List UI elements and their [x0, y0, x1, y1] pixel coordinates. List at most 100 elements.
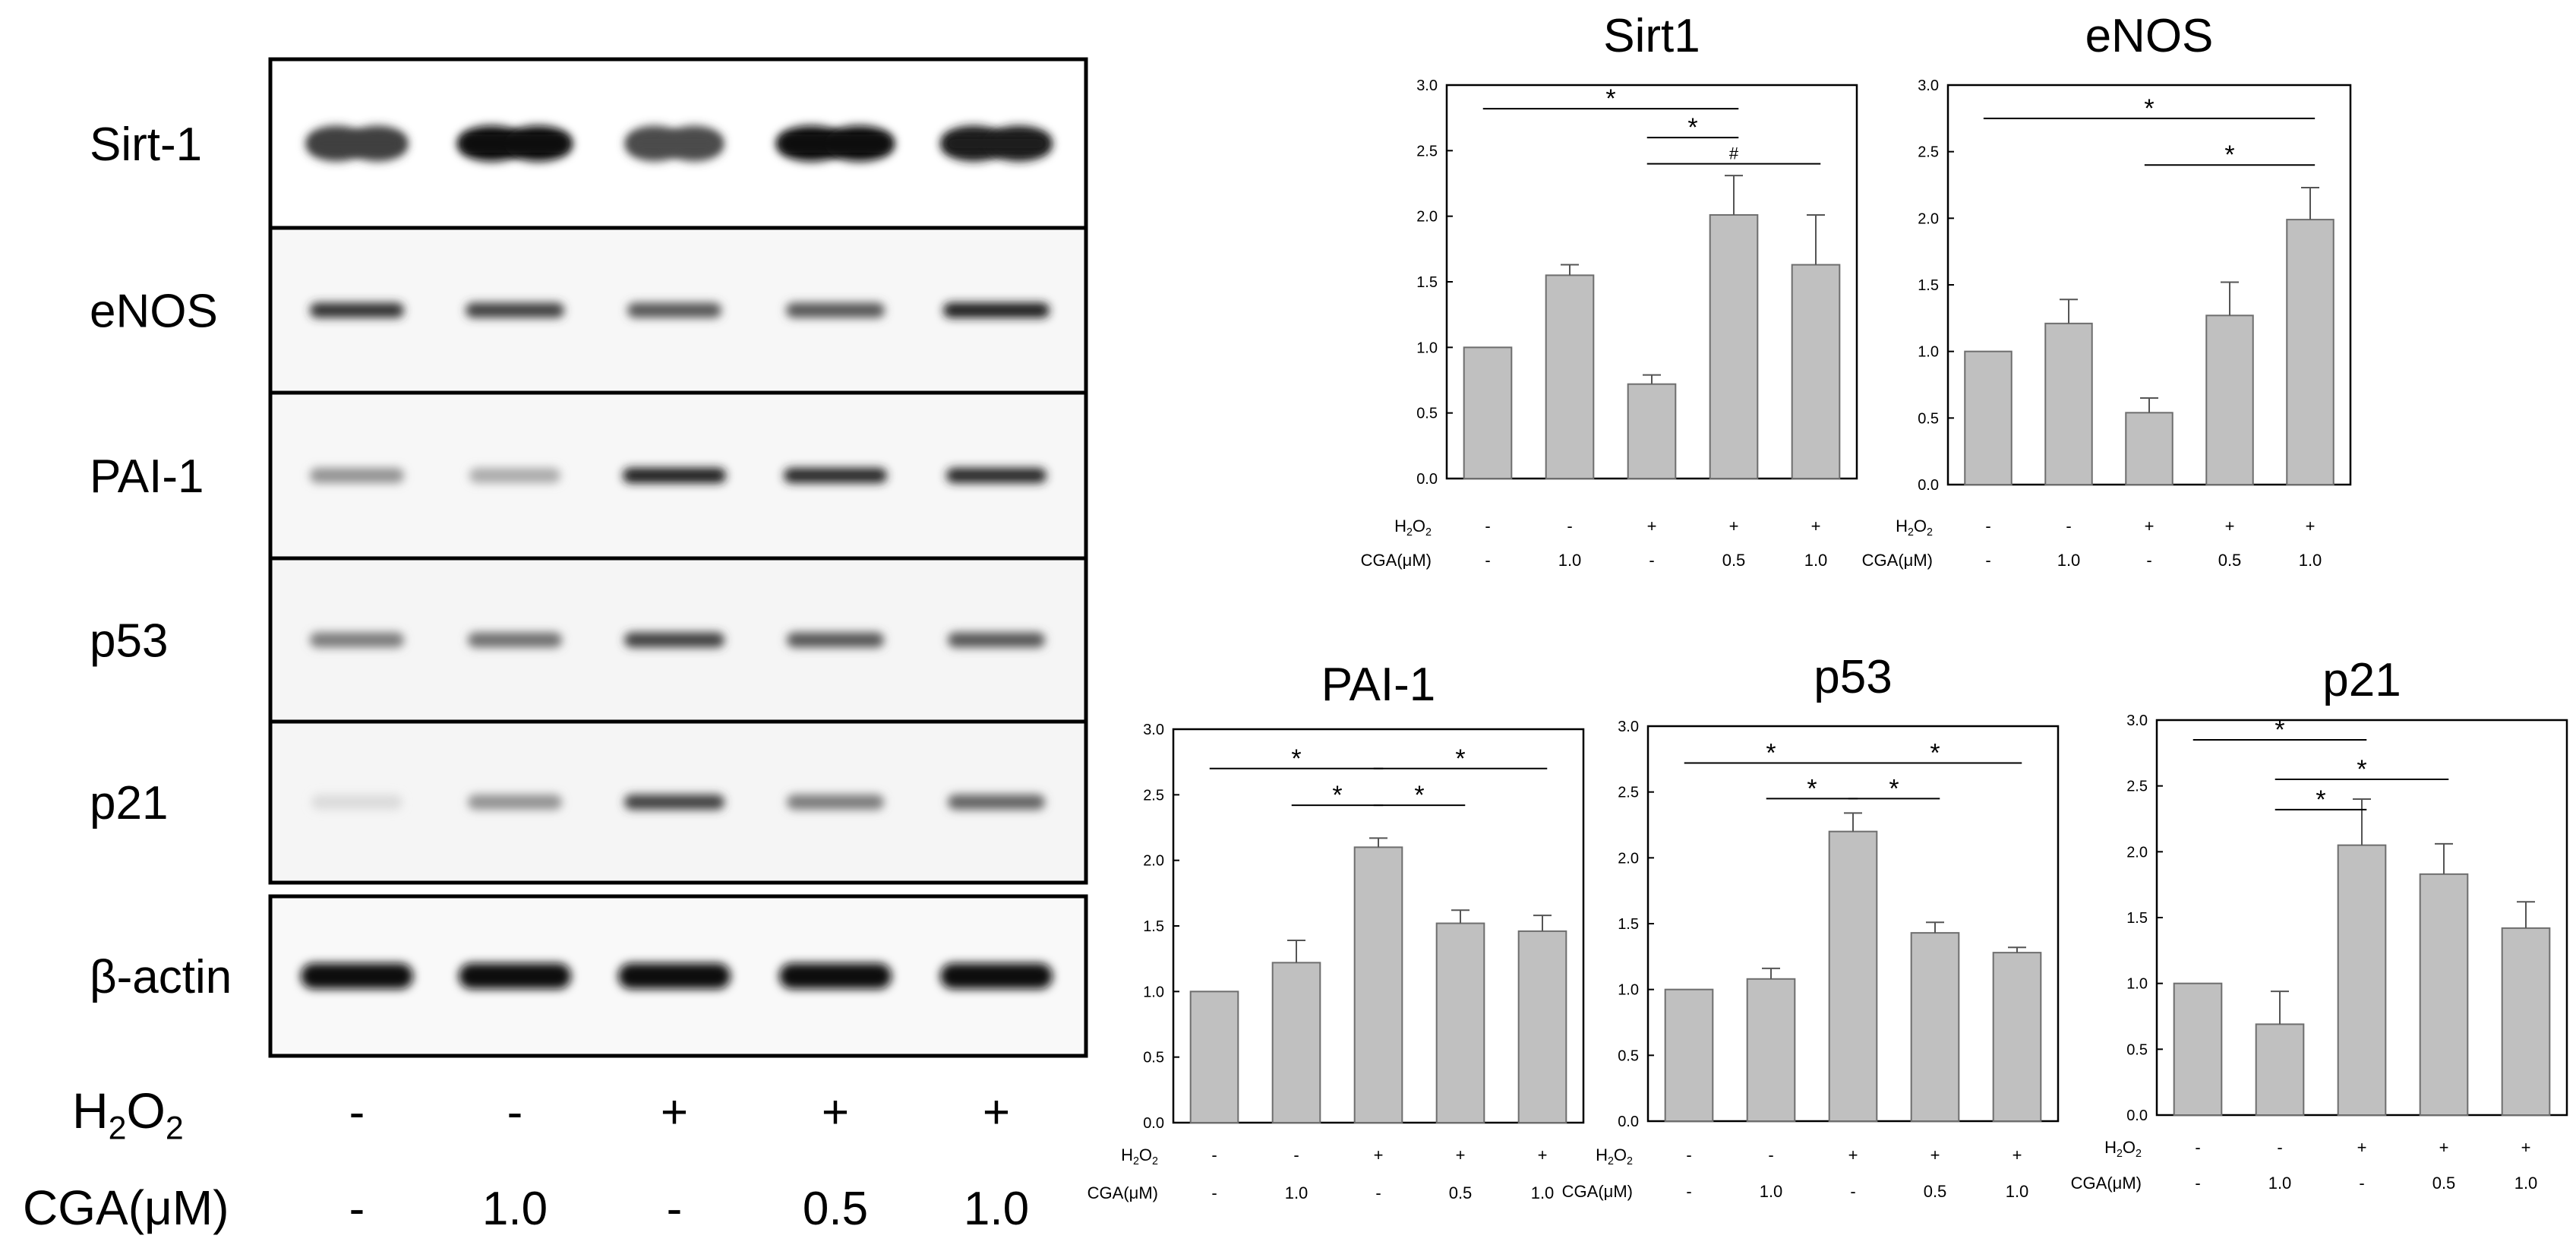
bar	[1189, 991, 1239, 1124]
blot-row-label: β-actin	[90, 951, 232, 1003]
bar	[1709, 213, 1759, 479]
blot-band	[948, 632, 1045, 648]
significance-marker: *	[1766, 739, 1776, 768]
significance-marker: *	[1605, 84, 1615, 113]
y-tick-label: 3.0	[1143, 722, 1164, 738]
chart-cga-label: CGA(μM)	[1088, 1183, 1158, 1202]
chart-cga-value: -	[1649, 551, 1654, 570]
blot-band	[618, 963, 731, 989]
chart-cga-value: -	[1985, 551, 1990, 570]
chart-cga-value: 1.0	[2268, 1174, 2292, 1193]
chart-cga-value: 1.0	[1558, 551, 1582, 570]
blot-row-label: p53	[90, 615, 168, 668]
blot-band	[310, 632, 404, 648]
bar	[2205, 314, 2254, 485]
chart-h2o2-value: -	[1485, 517, 1490, 536]
y-tick-label: 1.5	[1416, 274, 1438, 291]
chart-cga-value: 1.0	[1285, 1183, 1309, 1202]
chart-h2o2-value: +	[1538, 1145, 1548, 1164]
y-tick-label: 2.0	[1918, 210, 1939, 227]
y-tick-label: 0.5	[1416, 406, 1438, 422]
chart-cga-value: 1.0	[1760, 1182, 1783, 1201]
blot-row-label: p21	[90, 777, 168, 829]
chart-cga-value: -	[1485, 551, 1490, 570]
chart-h2o2-value: -	[1293, 1145, 1299, 1164]
blot-band	[469, 468, 560, 483]
y-tick-label: 1.5	[1143, 918, 1164, 935]
y-tick-label: 0.0	[1918, 477, 1939, 494]
bar	[1627, 383, 1677, 479]
significance-marker: *	[2357, 755, 2366, 784]
blot-row-2: PAI-1	[90, 390, 1088, 561]
western-blot-panel: Sirt-1 eNOS PAI-1 p53 p21 β-actin H2O2 CGA(μM) -…	[23, 57, 1088, 1235]
blot-row-label: PAI-1	[90, 450, 204, 503]
chart-cga-value: 1.0	[2057, 551, 2081, 570]
chart-h2o2-label: H2O2	[1896, 517, 1933, 539]
chart-h2o2-value: -	[2277, 1138, 2282, 1157]
chart-cga-label: CGA(μM)	[1862, 551, 1933, 570]
bar	[2419, 873, 2469, 1117]
chart-h2o2-value: +	[1811, 517, 1821, 536]
blot-h2o2-value: -	[349, 1086, 365, 1139]
y-tick-label: 2.0	[1416, 209, 1438, 226]
blot-band	[310, 468, 404, 483]
y-tick-label: 0.5	[2126, 1041, 2148, 1058]
chart-h2o2-value: -	[1211, 1145, 1217, 1164]
blot-band	[629, 134, 720, 153]
chart-h2o2-label: H2O2	[1121, 1145, 1158, 1167]
chart-h2o2-label: H2O2	[2104, 1138, 2142, 1160]
chart-cga-value: 0.5	[1722, 551, 1746, 570]
y-tick-label: 0.5	[1143, 1050, 1164, 1066]
blot-band	[459, 963, 571, 989]
chart-cga-value: -	[1375, 1183, 1381, 1202]
blot-h2o2-label: H2O2	[72, 1082, 184, 1147]
y-tick-label: 2.5	[2126, 779, 2148, 795]
blot-cga-label: CGA(μM)	[23, 1180, 229, 1235]
blot-band	[943, 302, 1050, 318]
y-tick-label: 0.0	[1618, 1114, 1639, 1130]
blot-row-1: eNOS	[90, 226, 1088, 395]
blot-row-4: p21	[90, 719, 1088, 885]
y-tick-label: 3.0	[1918, 77, 1939, 94]
blot-band	[784, 468, 887, 483]
chart-p53: p53 0.0 0.5 1.0 1.5 2.0 2.5 3.0 * * * * H2O2 CGA(μM) -…	[1562, 651, 2060, 1201]
blot-row-0: Sirt-1	[90, 57, 1088, 230]
chart-cga-value: 1.0	[1531, 1183, 1555, 1202]
chart-h2o2-value: +	[2145, 517, 2155, 536]
chart-cga-value: -	[2359, 1174, 2364, 1193]
bar	[1353, 846, 1403, 1124]
blot-cga-value: -	[349, 1183, 365, 1235]
chart-title: p53	[1814, 651, 1892, 703]
chart-sirt1: Sirt1 0.0 0.5 1.0 1.5 2.0 2.5 3.0 * * # H2O2 CGA(μM)…	[1361, 10, 1858, 570]
chart-h2o2-value: +	[1456, 1145, 1466, 1164]
y-tick-label: 2.5	[1143, 787, 1164, 804]
chart-cga-value: 0.5	[1449, 1183, 1473, 1202]
y-tick-label: 1.5	[1918, 277, 1939, 294]
bar	[2044, 322, 2093, 486]
chart-h2o2-value: -	[1567, 517, 1572, 536]
bar	[2337, 844, 2387, 1116]
y-tick-label: 1.5	[1618, 916, 1639, 933]
chart-h2o2-value: +	[1848, 1145, 1858, 1164]
bar	[1545, 274, 1595, 479]
blot-band	[948, 795, 1045, 810]
bar	[2125, 412, 2174, 486]
y-tick-label: 2.0	[2126, 844, 2148, 861]
chart-cga-value: 0.5	[2218, 551, 2242, 570]
chart-cga-value: -	[1686, 1182, 1691, 1201]
bar	[1828, 830, 1878, 1122]
chart-h2o2-value: +	[1930, 1145, 1940, 1164]
blot-band	[310, 302, 404, 318]
chart-h2o2-value: +	[2439, 1138, 2449, 1157]
blot-band	[787, 632, 884, 648]
y-tick-label: 1.5	[2126, 910, 2148, 927]
chart-cga-value: 0.5	[1924, 1182, 1947, 1201]
significance-marker: *	[1414, 781, 1424, 810]
chart-h2o2-label: H2O2	[1394, 517, 1432, 539]
chart-cga-value: -	[2195, 1174, 2200, 1193]
significance-marker: *	[2144, 94, 2154, 123]
blot-row-label: eNOS	[90, 286, 218, 338]
chart-cga-value: 1.0	[2299, 551, 2322, 570]
significance-marker: *	[2275, 716, 2284, 744]
